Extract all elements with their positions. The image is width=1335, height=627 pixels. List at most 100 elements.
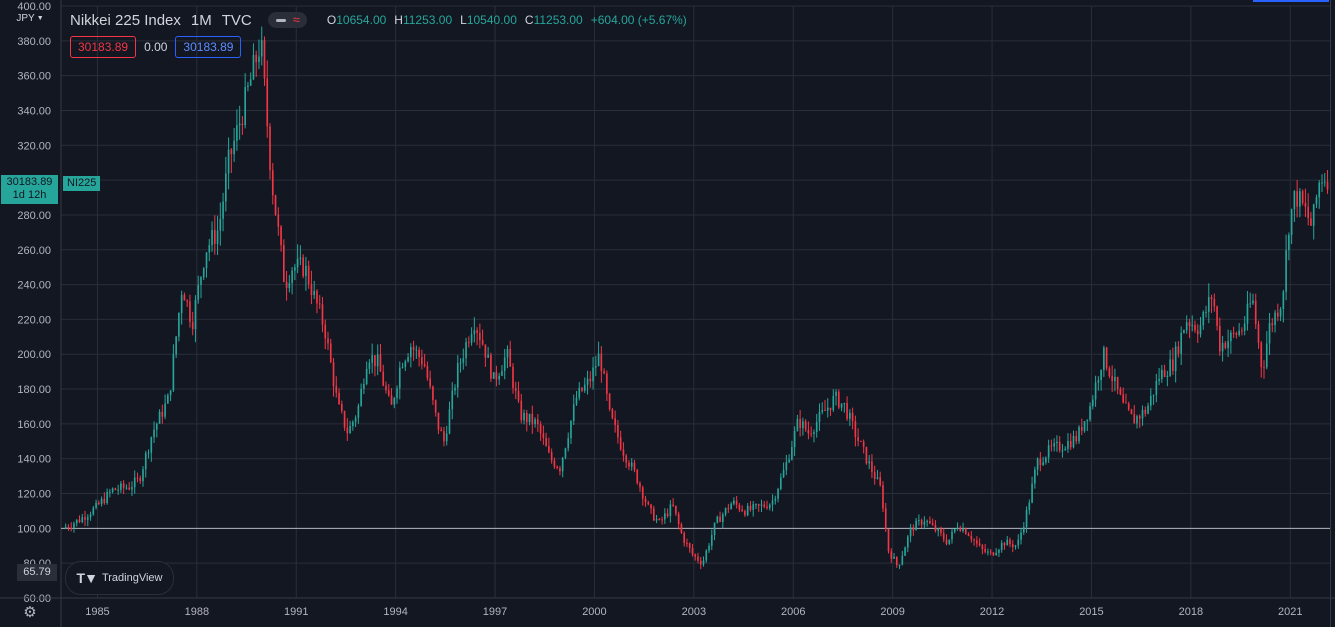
candle-body [749,505,752,510]
candle-body [340,404,343,412]
candle-body [699,560,702,565]
candle-body [64,526,67,529]
gear-icon[interactable]: ⚙ [23,604,37,621]
candle-body [70,527,73,529]
candle-body [843,403,846,405]
y-tick-label: 280.00 [17,210,51,222]
candle-body [1321,182,1323,184]
candle-body [1058,441,1061,451]
candle-body [1210,297,1213,299]
candle-body [89,514,92,518]
buy-price-box[interactable]: 30183.89 [175,36,242,58]
candle-body [321,304,324,325]
candle-body [976,540,978,544]
symbol-name[interactable]: Nikkei 225 Index [70,11,181,29]
candle-body [882,485,884,509]
candle-body [854,421,857,438]
candle-body [291,270,293,284]
candle-body [791,447,793,460]
candle-body [227,149,230,174]
candle-body [133,477,136,488]
candle-body [1003,543,1006,546]
candle-body [1274,312,1276,326]
candle-body [727,508,730,510]
candle-body [398,367,401,389]
resolution-label[interactable]: 1M [190,11,212,29]
candle-body [512,366,514,389]
candle-body [144,453,147,470]
candle-body [948,539,951,545]
candle-body [561,457,564,472]
candle-body [779,477,782,489]
candle-body [1144,410,1147,414]
candle-body [501,370,503,376]
candle-body [705,550,708,561]
candle-body [802,421,804,428]
candle-body [390,395,393,405]
candle-body [829,407,832,410]
candle-body [680,524,683,533]
candle-body [1069,441,1072,448]
candle-body [1252,300,1254,304]
candle-body [597,353,600,367]
currency-selector[interactable]: JPY ▼ [12,10,48,27]
candle-body [1188,322,1191,326]
candle-body [180,294,183,314]
candle-body [658,519,661,521]
sell-price-box[interactable]: 30183.89 [70,36,137,58]
candle-body [951,531,953,540]
candle-body [396,388,398,399]
y-tick-label: 240.00 [17,280,51,292]
candle-body [832,395,835,410]
candle-body [158,411,161,424]
candle-body [771,500,774,505]
y-tick-label: 120.00 [17,489,51,501]
x-tick-label: 2012 [980,606,1004,618]
candle-body [879,477,882,486]
indicator-values: 30183.89 0.00 30183.89 [70,36,242,58]
candle-body [697,556,699,561]
candle-body [318,303,321,305]
low-price-label: 65.79 [17,564,57,581]
candle-body [374,355,376,367]
candle-body [873,472,876,479]
legend-toggle[interactable]: ≈ [267,12,307,28]
candle-body [1080,426,1083,431]
candle-body [639,483,641,488]
wave-icon[interactable]: ≈ [292,12,300,27]
candle-body [735,500,738,505]
candle-body [1108,368,1111,377]
candle-body [973,539,975,541]
candle-body [594,366,597,368]
candle-body [942,533,945,540]
candle-body [407,357,409,362]
candle-body [846,403,848,419]
candle-body [837,391,840,408]
minimize-icon[interactable] [275,18,286,22]
symbol-legend: Nikkei 225 Index 1M TVC ≈ O10654.00 H112… [70,9,687,31]
candle-body [553,460,556,467]
candle-body [432,386,434,401]
candle-body [349,425,351,434]
candle-body [730,503,732,510]
candle-body [887,529,890,552]
candle-body [1127,403,1130,410]
candle-body [274,195,277,215]
candle-body [788,459,790,462]
currency-label: JPY [16,13,35,24]
candle-body [147,452,150,454]
tradingview-logo[interactable]: T▼ TradingView [65,561,174,595]
candle-body [1183,330,1185,333]
candle-body [376,354,379,367]
candle-body [813,432,815,434]
change-value: +604.00 (+5.67%) [590,13,687,27]
candle-body [937,528,940,531]
candle-body [125,487,128,489]
candle-body [421,357,423,365]
candle-body [517,390,520,401]
candle-body [244,87,246,126]
y-tick-label: 400.00 [17,1,51,13]
candle-body [343,411,346,428]
candle-body [1265,343,1268,368]
